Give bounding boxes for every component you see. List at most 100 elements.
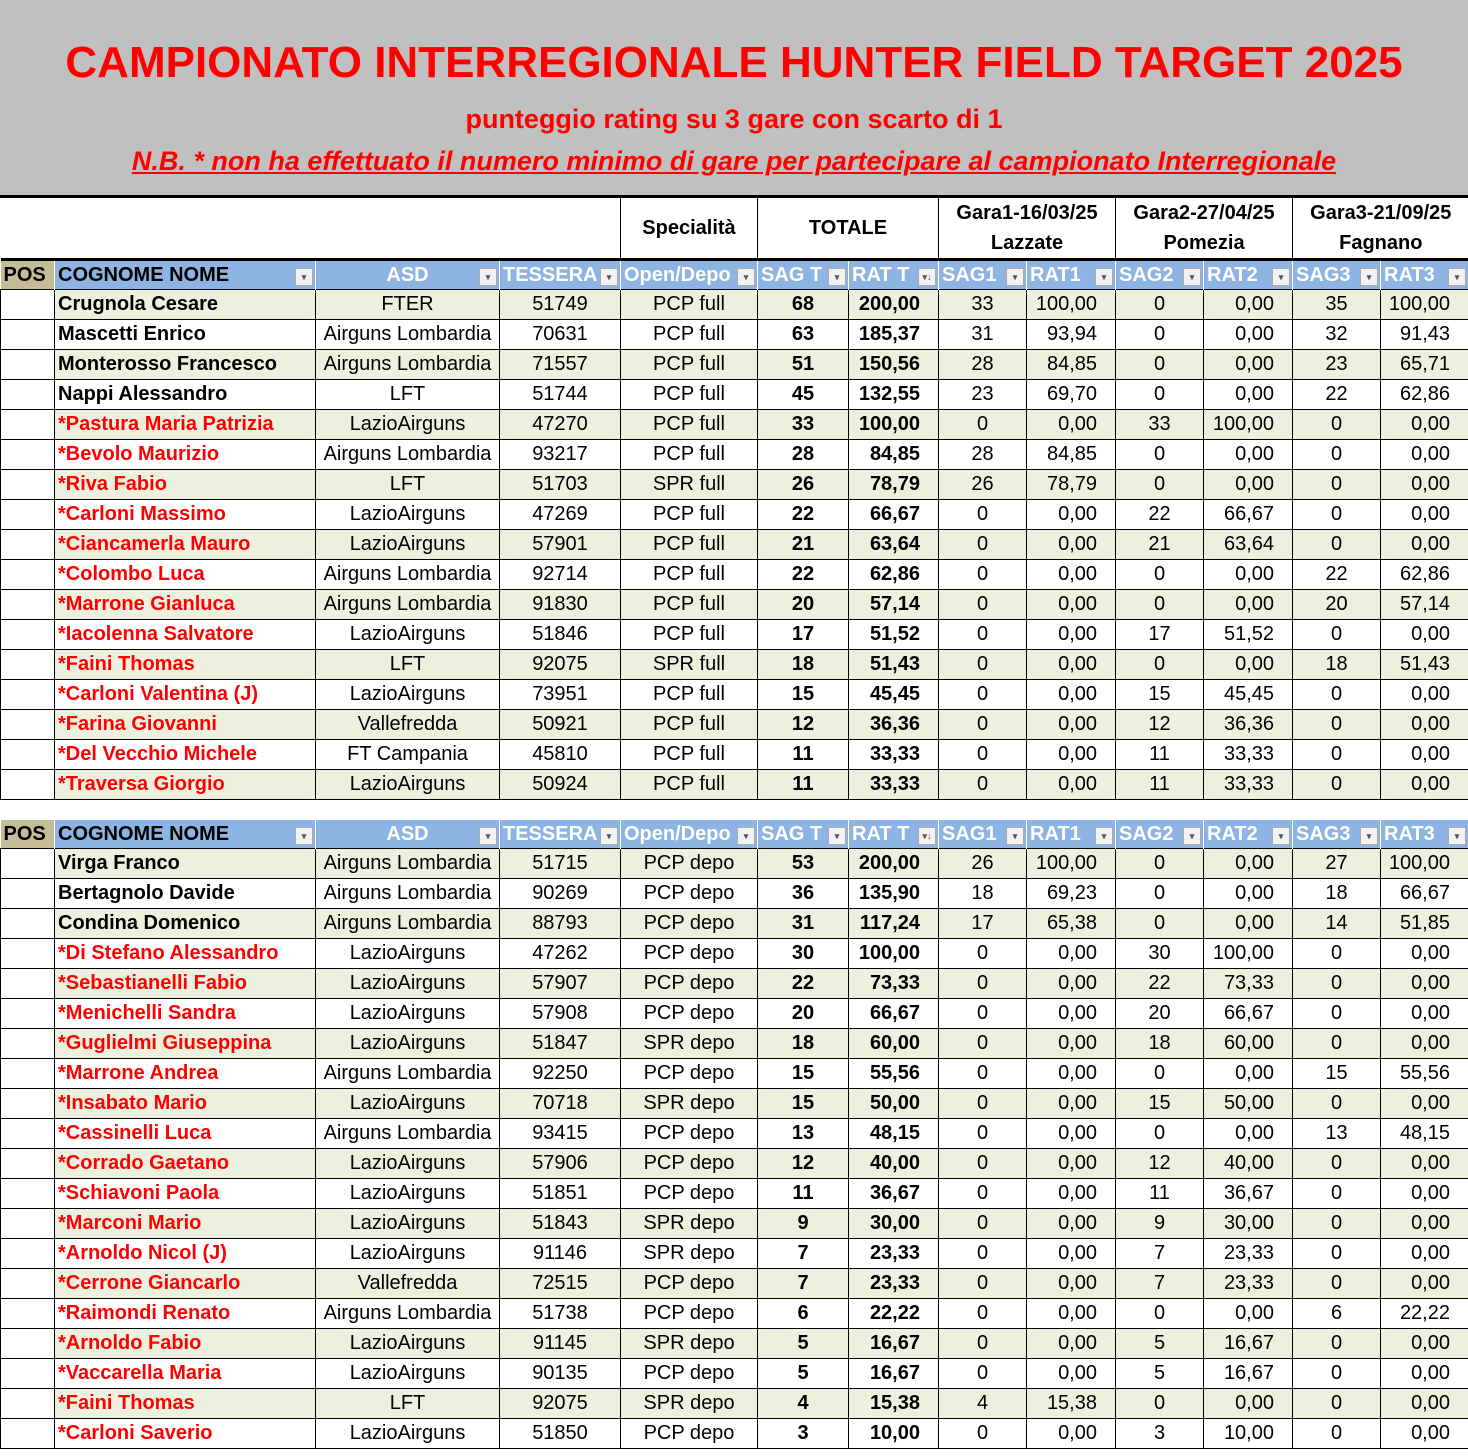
group-header-row: Specialità TOTALE Gara1-16/03/25 Lazzate … [0,198,1468,261]
cell-rat-t: 51,43 [848,649,939,680]
cell-name: *Vaccarella Maria [54,1358,316,1389]
filter-dropdown-icon[interactable]: ▾ [600,827,618,845]
cell-sag3: 0 [1292,1328,1381,1359]
cell-rat1: 100,00 [1026,848,1116,879]
filter-dropdown-icon[interactable]: ▾ [1360,827,1378,845]
column-header-tessera[interactable]: TESSERA ▾ [499,820,621,849]
cell-asd: Vallefredda [315,709,500,740]
cell-rat3: 57,14 [1380,589,1468,620]
cell-sag3: 0 [1292,469,1382,500]
cell-pos [0,1238,55,1269]
cell-sag-t: 5 [757,1358,849,1389]
filter-dropdown-icon[interactable]: ▾ [1448,268,1467,286]
filter-dropdown-icon[interactable]: ▾ [737,827,755,845]
cell-rat1: 0,00 [1025,529,1117,560]
column-header-sag-t[interactable]: SAG T ▾ [757,259,849,290]
filter-dropdown-icon[interactable]: ▾ [1272,827,1290,845]
cell-rat-t: 73,33 [848,968,939,999]
column-header-rat2[interactable]: RAT2 ▾ [1203,259,1294,290]
cell-name: *Insabato Mario [54,1088,316,1119]
filter-dropdown-icon[interactable]: ▾ [828,827,846,845]
column-header-pos[interactable]: POS [0,820,55,849]
column-label: COGNOME NOME [58,263,230,286]
column-header-sag2[interactable]: SAG2 ▾ [1115,259,1205,290]
filter-dropdown-icon[interactable]: ▾↓ [918,827,936,845]
filter-dropdown-icon[interactable]: ▾ [479,268,497,286]
cell-asd: Vallefredda [315,1268,500,1299]
cell-sag1: 0 [938,649,1027,680]
column-label: POS [3,263,46,286]
column-header-tessera[interactable]: TESSERA ▾ [499,259,621,290]
filter-dropdown-icon[interactable]: ▾ [1095,827,1113,845]
filter-dropdown-icon[interactable]: ▾ [1183,827,1201,845]
column-header-asd[interactable]: ASD ▾ [315,259,500,290]
column-label: SAG2 [1119,263,1174,286]
column-header-rat1[interactable]: RAT1 ▾ [1026,820,1116,849]
cell-name: *Faini Thomas [54,1388,316,1419]
column-header-rat1[interactable]: RAT1 ▾ [1026,259,1117,290]
column-header-rat-t[interactable]: RAT T ▾↓ [848,820,939,849]
filter-dropdown-icon[interactable]: ▾ [295,268,313,286]
filter-dropdown-icon[interactable]: ▾ [600,268,618,286]
filter-dropdown-icon[interactable]: ▾ [1272,268,1291,286]
cell-tessera: 45810 [499,739,621,770]
filter-dropdown-icon[interactable]: ▾ [1006,827,1024,845]
cell-sag3: 0 [1292,529,1382,560]
filter-dropdown-icon[interactable]: ▾ [1006,268,1024,286]
cell-sag-t: 26 [757,469,849,500]
table-row: Nappi Alessandro LFT 51744 PCP full 45 132,55… [0,379,1468,410]
cell-sag-t: 22 [757,968,849,999]
column-header-specialita[interactable]: Open/Depo ▾ [620,820,758,849]
cell-sag2: 0 [1115,649,1205,680]
cell-rat1: 0,00 [1026,1148,1116,1179]
column-header-sag2[interactable]: SAG2 ▾ [1115,820,1204,849]
note: N.B. * non ha effettuato il numero minim… [131,146,1337,176]
cell-sag-t: 68 [757,289,849,320]
gara1-place: Lazzate [990,232,1064,254]
column-header-rat2[interactable]: RAT2 ▾ [1203,820,1293,849]
cell-rat3: 91,43 [1380,319,1468,350]
column-header-pos[interactable]: POS [0,259,55,290]
cell-pos [0,1058,55,1089]
cell-rat-t: 33,33 [848,739,939,770]
cell-pos [0,908,55,939]
column-header-name[interactable]: COGNOME NOME ▾ [54,259,316,290]
filter-dropdown-icon[interactable]: ▾ [1360,268,1379,286]
column-header-sag3[interactable]: SAG3 ▾ [1292,820,1381,849]
cell-rat2: 0,00 [1203,1388,1293,1419]
cell-asd: LazioAirguns [315,938,500,969]
cell-rat2: 60,00 [1203,1028,1293,1059]
filter-dropdown-icon[interactable]: ▾ [1095,268,1114,286]
filter-dropdown-icon[interactable]: ▾ [295,827,313,845]
filter-dropdown-icon[interactable]: ▾↓ [918,268,936,286]
cell-sag3: 35 [1292,289,1382,320]
filter-dropdown-icon[interactable]: ▾ [479,827,497,845]
filter-dropdown-icon[interactable]: ▾ [828,268,846,286]
column-header-sag3[interactable]: SAG3 ▾ [1292,259,1382,290]
cell-specialita: PCP full [620,739,758,770]
column-header-sag1[interactable]: SAG1 ▾ [938,820,1027,849]
cell-rat2: 0,00 [1203,1058,1293,1089]
column-header-rat3[interactable]: RAT3 ▾ [1380,820,1468,849]
column-header-sag1[interactable]: SAG1 ▾ [938,259,1027,290]
cell-specialita: PCP full [620,529,758,560]
table-row: *Menichelli Sandra LazioAirguns 57908 PCP d… [0,998,1468,1029]
cell-sag-t: 13 [757,1118,849,1149]
cell-rat2: 0,00 [1203,559,1294,590]
column-header-asd[interactable]: ASD ▾ [315,820,500,849]
filter-dropdown-icon[interactable]: ▾ [1183,268,1202,286]
cell-rat1: 84,85 [1025,439,1117,470]
cell-rat2: 36,36 [1203,709,1294,740]
column-header-name[interactable]: COGNOME NOME ▾ [54,820,316,849]
column-header-rat-t[interactable]: RAT T ▾↓ [848,259,939,290]
cell-asd: LazioAirguns [315,1178,500,1209]
cell-tessera: 73951 [499,679,621,710]
column-header-rat3[interactable]: RAT3 ▾ [1380,259,1468,290]
column-header-sag-t[interactable]: SAG T ▾ [757,820,849,849]
filter-dropdown-icon[interactable]: ▾ [1448,827,1466,845]
cell-rat-t: 84,85 [848,439,939,470]
cell-tessera: 51846 [499,619,621,650]
filter-dropdown-icon[interactable]: ▾ [737,268,755,286]
column-header-specialita[interactable]: Open/Depo ▾ [620,259,758,290]
cell-tessera: 51850 [499,1418,621,1449]
